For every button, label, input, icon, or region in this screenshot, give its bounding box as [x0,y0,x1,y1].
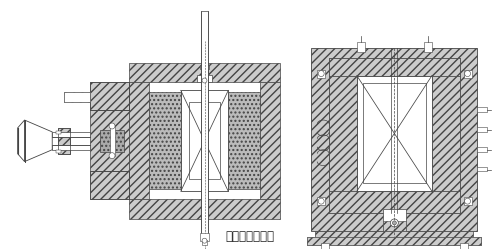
Bar [202,59,206,65]
Bar [52,145,90,150]
Polygon shape [18,120,24,162]
Circle shape [202,78,207,83]
Bar [382,209,406,231]
Circle shape [318,70,324,76]
Circle shape [464,198,470,204]
Circle shape [318,198,324,204]
Bar [64,92,90,102]
Bar [329,58,460,213]
Circle shape [392,221,396,225]
Text: （三）防爆装置: （三）防爆装置 [226,230,274,243]
Bar [329,76,357,191]
Bar [478,147,488,152]
Bar [188,102,220,180]
Bar [196,74,212,82]
Bar [90,172,130,199]
Bar [308,237,482,245]
Bar [200,65,209,69]
Bar [308,237,482,245]
Bar [357,42,364,52]
Bar [432,76,460,191]
Bar [464,197,471,205]
Bar [464,70,471,78]
Circle shape [202,238,207,243]
Bar [58,128,70,154]
Bar [58,128,70,154]
Bar [321,243,329,248]
Bar [110,126,114,156]
Bar [90,172,130,199]
Bar [228,92,260,189]
Bar [329,58,460,76]
Bar [357,76,432,191]
Polygon shape [24,120,52,162]
Bar [130,82,149,199]
Bar [260,82,280,199]
Bar [181,90,228,191]
Bar [316,231,474,241]
Circle shape [109,123,115,129]
Bar [460,243,468,248]
Bar [329,191,460,213]
Bar [362,84,426,183]
Circle shape [390,219,398,227]
Bar [200,11,208,239]
Bar [64,92,90,102]
Bar [56,150,61,153]
Bar [202,240,207,245]
Bar [52,132,90,137]
Bar [200,233,209,241]
Circle shape [464,70,470,76]
Bar [478,127,488,132]
Bar [100,130,124,152]
Bar [478,107,488,112]
Bar [317,197,325,205]
Bar [90,110,130,172]
Bar [90,82,130,110]
Bar [317,70,325,78]
Bar [424,42,432,52]
Bar [90,82,130,110]
Circle shape [109,153,115,158]
Bar [312,48,478,231]
Bar [56,131,61,134]
Bar [149,92,181,189]
Bar [478,166,488,172]
Bar [382,221,406,231]
Bar [130,63,280,82]
Bar [130,199,280,219]
